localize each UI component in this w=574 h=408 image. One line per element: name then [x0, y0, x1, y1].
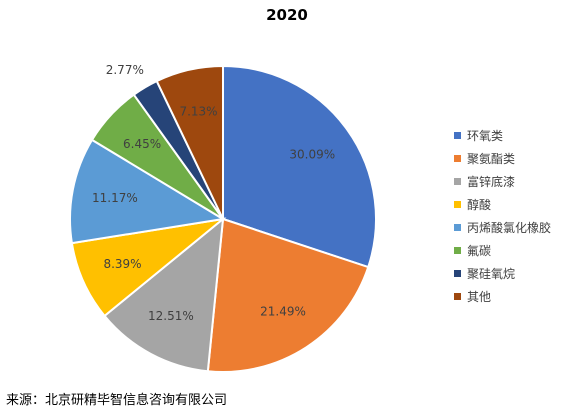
legend-label-3: 富锌底漆 — [467, 175, 516, 189]
legend-swatch-8 — [454, 293, 461, 300]
legend-item-2: 聚氨酯类 — [454, 147, 551, 170]
legend-item-1: 环氧类 — [454, 124, 551, 147]
legend-label-7: 聚硅氧烷 — [467, 267, 516, 281]
legend-label-4: 醇酸 — [467, 198, 492, 212]
legend: 环氧类聚氨酯类富锌底漆醇酸丙烯酸氯化橡胶 氟碳聚硅氧烷其他 — [454, 124, 551, 308]
legend-label-6: 氟碳 — [467, 244, 492, 258]
legend-swatch-4 — [454, 201, 461, 208]
data-label-4: 8.39% — [103, 257, 141, 271]
legend-item-3: 富锌底漆 — [454, 170, 551, 193]
legend-swatch-2 — [454, 155, 461, 162]
legend-swatch-3 — [454, 178, 461, 185]
data-label-8: 7.13% — [179, 105, 217, 119]
pie-slice-2 — [206, 217, 370, 373]
legend-label-2: 聚氨酯类 — [467, 152, 516, 166]
pie-slice-8 — [155, 64, 224, 220]
source-note: 来源：北京研精毕智信息咨询有限公司 — [6, 393, 228, 408]
data-label-2: 21.49% — [260, 304, 306, 318]
data-label-5: 11.17% — [92, 191, 138, 205]
legend-label-5: 丙烯酸氯化橡胶 — [467, 221, 552, 235]
legend-label-8: 其他 — [467, 290, 492, 304]
legend-swatch-1 — [454, 132, 461, 139]
legend-item-8: 其他 — [454, 285, 551, 308]
legend-item-4: 醇酸 — [454, 193, 551, 216]
legend-item-7: 聚硅氧烷 — [454, 262, 551, 285]
data-label-3: 12.51% — [148, 309, 194, 323]
legend-label-1: 环氧类 — [467, 129, 504, 143]
pie-slice-1 — [222, 64, 377, 269]
pie-slice-3 — [103, 216, 225, 373]
legend-swatch-7 — [454, 270, 461, 277]
data-label-7: 2.77% — [106, 63, 144, 77]
chart-title: 2020 — [266, 6, 308, 24]
data-label-1: 30.09% — [289, 148, 335, 162]
legend-item-5: 丙烯酸氯化橡胶 — [454, 216, 551, 239]
legend-item-6: 氟碳 — [454, 239, 551, 262]
data-label-6: 6.45% — [123, 137, 161, 151]
legend-swatch-6 — [454, 247, 461, 254]
legend-swatch-5 — [454, 224, 461, 231]
pie-slice-5 — [69, 138, 226, 245]
